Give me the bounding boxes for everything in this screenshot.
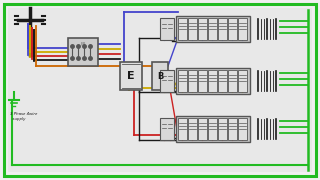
Bar	[228, 70, 237, 92]
Bar	[178, 118, 187, 140]
Bar	[152, 62, 168, 90]
Bar	[188, 70, 197, 92]
Bar	[228, 118, 237, 140]
Bar	[218, 18, 227, 40]
Bar	[176, 116, 250, 142]
Bar	[238, 118, 247, 140]
Bar	[198, 118, 207, 140]
Bar	[218, 70, 227, 92]
Bar	[68, 38, 98, 66]
Bar	[160, 70, 174, 92]
Bar	[208, 118, 217, 140]
Bar	[160, 18, 174, 40]
Bar	[188, 118, 197, 140]
Text: B: B	[157, 71, 163, 80]
Bar	[208, 70, 217, 92]
Bar	[238, 18, 247, 40]
Bar	[120, 62, 142, 90]
Bar	[188, 18, 197, 40]
Text: ||||: ||||	[80, 41, 86, 45]
Bar	[218, 118, 227, 140]
Bar	[238, 70, 247, 92]
Bar	[160, 118, 174, 140]
Bar	[178, 70, 187, 92]
Bar	[208, 18, 217, 40]
Bar	[176, 16, 250, 42]
Bar	[178, 18, 187, 40]
Text: 3 Phase 4wire
  supply: 3 Phase 4wire supply	[10, 112, 37, 121]
Bar	[176, 68, 250, 94]
Text: E: E	[127, 71, 135, 81]
Bar	[198, 18, 207, 40]
Bar	[198, 70, 207, 92]
Bar	[228, 18, 237, 40]
